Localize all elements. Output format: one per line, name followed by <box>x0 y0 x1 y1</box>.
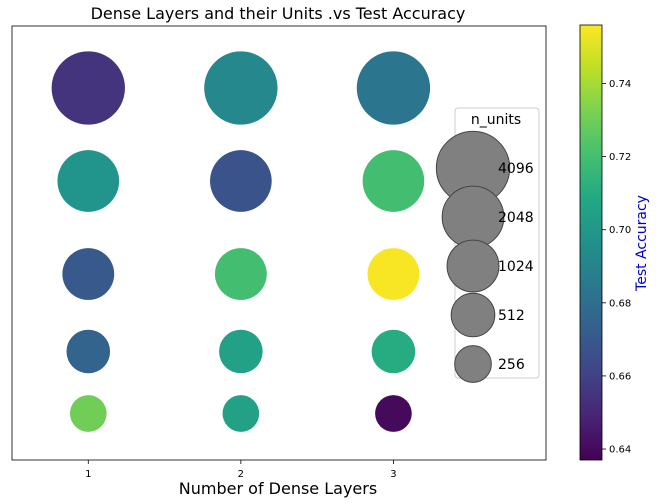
x-tick-label-1: 1 <box>85 469 91 480</box>
size-legend-label-1024: 1024 <box>498 259 534 275</box>
colorbar-tick-label-4: 0.72 <box>609 152 631 163</box>
scatter-points <box>51 51 431 432</box>
x-axis-label: Number of Dense Layers <box>179 479 377 498</box>
colorbar-tick-label-3: 0.70 <box>609 225 631 236</box>
x-tick-label-3: 3 <box>390 469 396 480</box>
scatter-point-6 <box>204 51 278 125</box>
scatter-point-12 <box>362 150 425 212</box>
scatter-point-10 <box>222 395 260 432</box>
size-legend-entries: 4096 2048 1024 512 256 <box>435 130 534 383</box>
size-legend-marker-256 <box>454 345 492 383</box>
scatter-point-13 <box>367 248 420 300</box>
size-legend-label-512: 512 <box>498 308 525 324</box>
scatter-point-14 <box>371 329 416 374</box>
scatter-point-11 <box>356 51 431 125</box>
colorbar-label: Test Accuracy <box>634 195 650 292</box>
size-legend: n_units 4096 2048 1024 512 256 <box>435 107 540 383</box>
scatter-point-1 <box>51 51 125 125</box>
x-tick-label-2: 2 <box>238 469 244 480</box>
x-axis-ticks: 1 2 3 <box>85 460 397 480</box>
plot-area-frame <box>11 25 547 461</box>
size-legend-label-4096: 4096 <box>498 161 534 177</box>
scatter-point-5 <box>69 395 107 432</box>
scatter-point-3 <box>62 248 115 300</box>
scatter-point-8 <box>214 248 267 300</box>
size-legend-title: n_units <box>471 112 521 128</box>
colorbar-tick-label-2: 0.68 <box>609 298 631 309</box>
colorbar: 0.64 0.66 0.68 0.70 0.72 0.74 Test Accuracy <box>579 24 650 461</box>
scatter-point-15 <box>375 395 412 432</box>
scatter-point-7 <box>210 150 272 212</box>
size-legend-marker-2048 <box>441 185 505 249</box>
scatter-point-4 <box>66 329 111 374</box>
size-legend-marker-1024 <box>446 239 500 293</box>
scatter-point-9 <box>219 329 263 374</box>
chart-title: Dense Layers and their Units .vs Test Ac… <box>91 4 466 23</box>
size-legend-label-256: 256 <box>498 357 525 373</box>
colorbar-ticks: 0.64 0.66 0.68 0.70 0.72 0.74 <box>602 79 631 456</box>
scatter-point-2 <box>57 150 120 212</box>
size-legend-label-2048: 2048 <box>498 210 534 226</box>
colorbar-gradient <box>579 24 603 461</box>
colorbar-tick-label-0: 0.64 <box>609 445 631 456</box>
colorbar-tick-label-5: 0.74 <box>609 79 631 90</box>
colorbar-tick-label-1: 0.66 <box>609 371 631 382</box>
size-legend-marker-512 <box>450 292 496 338</box>
